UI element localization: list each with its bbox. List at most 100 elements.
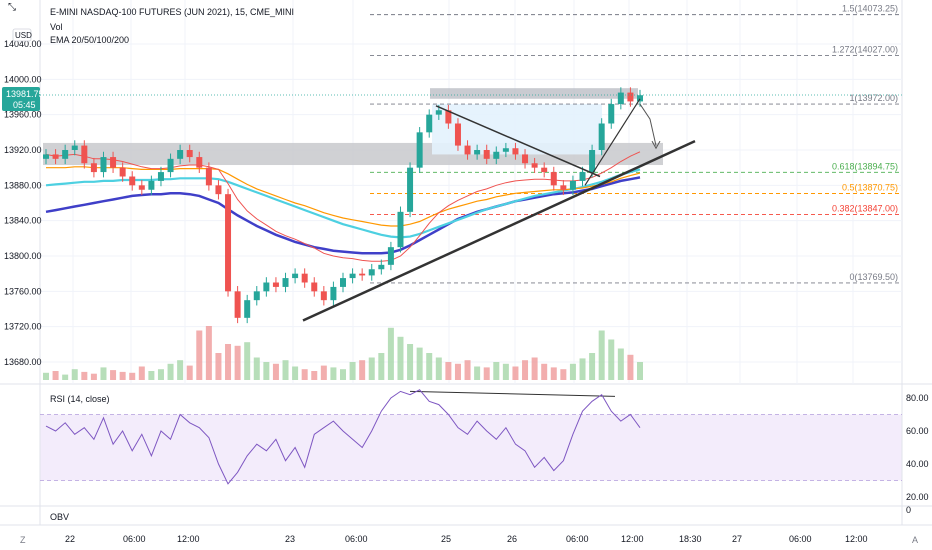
volume-bar — [502, 363, 509, 380]
time-tick-label: 12:00 — [845, 534, 868, 544]
candle-body[interactable] — [589, 150, 596, 173]
candle-body[interactable] — [397, 211, 404, 248]
candle-body[interactable] — [502, 148, 509, 152]
candle-body[interactable] — [186, 150, 193, 158]
candle-body[interactable] — [550, 172, 557, 186]
volume-bar — [368, 357, 375, 380]
candle-body[interactable] — [177, 150, 184, 159]
candle-body[interactable] — [205, 167, 212, 186]
candle-body[interactable] — [225, 194, 232, 292]
candle-body[interactable] — [598, 123, 605, 151]
rsi-tick-label: 40.00 — [906, 459, 929, 469]
candle-body[interactable] — [608, 104, 615, 124]
candle-body[interactable] — [129, 176, 136, 186]
candle-body[interactable] — [522, 154, 529, 164]
candle-body[interactable] — [119, 167, 126, 177]
candle-body[interactable] — [560, 185, 567, 190]
candle-body[interactable] — [90, 163, 97, 173]
rsi-indicator-label[interactable]: RSI (14, close) — [50, 394, 110, 404]
candle-body[interactable] — [512, 148, 519, 155]
legend[interactable]: ⤡ USD E-MINI NASDAQ-100 FUTURES (JUN 202… — [8, 2, 918, 545]
candle-body[interactable] — [301, 273, 308, 283]
price-tick-label: 13920.00 — [4, 145, 42, 155]
fib-retracement[interactable]: 1.5(14073.25) 1.272(14027.00) 1(13972.00) 0… — [370, 4, 902, 284]
volume-indicator-label[interactable]: Vol — [50, 22, 63, 32]
volume-bar — [205, 326, 212, 380]
currency-button[interactable] — [12, 28, 32, 42]
price-axis[interactable]: 14040.00 14000.00 13960.00 13920.00 13880.00… — [4, 39, 42, 367]
volume-bar — [474, 366, 481, 380]
candle-body[interactable] — [138, 185, 145, 190]
candle-body[interactable] — [340, 278, 346, 287]
candle-body[interactable] — [311, 282, 318, 292]
obv-indicator-label[interactable]: OBV — [50, 512, 69, 522]
candle-body[interactable] — [330, 286, 337, 301]
candle-body[interactable] — [71, 145, 78, 150]
candle-body[interactable] — [43, 154, 49, 159]
ema-indicator-label[interactable]: EMA 20/50/100/200 — [50, 35, 129, 45]
candle-body[interactable] — [167, 158, 174, 173]
rising-wedge-line[interactable] — [584, 98, 641, 186]
candle-body[interactable] — [81, 145, 88, 164]
candles[interactable] — [43, 87, 643, 324]
projection-arrow[interactable] — [639, 103, 657, 146]
candle-body[interactable] — [579, 172, 586, 181]
candle-body[interactable] — [234, 291, 241, 318]
candle-body[interactable] — [148, 180, 155, 190]
candle-body[interactable] — [617, 92, 624, 105]
candle-body[interactable] — [387, 247, 394, 265]
candle-body[interactable] — [569, 180, 576, 190]
ascending-trendline[interactable] — [302, 140, 696, 322]
candle-body[interactable] — [445, 110, 452, 124]
candle-body[interactable] — [416, 132, 423, 168]
candle-body[interactable] — [272, 282, 279, 287]
candle-body[interactable] — [474, 150, 481, 155]
auto-scale-button[interactable]: A — [912, 535, 918, 545]
candle-body[interactable] — [426, 114, 433, 133]
candle-body[interactable] — [110, 157, 117, 168]
volume-bar — [435, 357, 442, 380]
candle-body[interactable] — [407, 167, 414, 212]
candle-body[interactable] — [541, 167, 548, 173]
rsi-line[interactable] — [45, 389, 641, 485]
candle-body[interactable] — [62, 150, 69, 159]
candle-body[interactable] — [282, 278, 289, 287]
candle-body[interactable] — [378, 264, 385, 270]
candle-body[interactable] — [320, 291, 327, 301]
candle-body[interactable] — [627, 92, 634, 102]
rsi-divergence-line[interactable] — [409, 390, 616, 397]
candle-body[interactable] — [215, 185, 222, 195]
rsi-axis[interactable]: 80.00 60.00 40.00 20.00 — [906, 393, 929, 502]
candle-body[interactable] — [52, 154, 59, 159]
candle-body[interactable] — [464, 145, 471, 155]
candle-body[interactable] — [493, 151, 500, 159]
candle-body[interactable] — [368, 269, 375, 276]
chart-menu-icon[interactable]: ⤡ — [8, 2, 16, 13]
ema20-line — [45, 151, 641, 262]
candle-body[interactable] — [292, 273, 299, 279]
candle-body[interactable] — [263, 282, 270, 292]
resistance-zone-top[interactable] — [430, 88, 638, 99]
candle-body[interactable] — [244, 300, 251, 318]
descending-trendline[interactable] — [435, 105, 601, 178]
candle-body[interactable] — [253, 291, 260, 301]
price-tick-label: 13840.00 — [4, 216, 42, 226]
candle-body[interactable] — [196, 157, 203, 168]
candle-body[interactable] — [157, 172, 164, 181]
trend-drawings[interactable] — [302, 98, 696, 397]
candle-body[interactable] — [100, 157, 107, 173]
rsi-pane[interactable] — [40, 389, 902, 485]
candle-body[interactable] — [349, 273, 356, 279]
symbol-title[interactable]: E-MINI NASDAQ-100 FUTURES (JUN 2021), 15… — [50, 7, 294, 17]
time-axis[interactable]: 22 06:00 12:00 23 06:00 25 26 06:00 12:00 18:30 27… — [65, 534, 868, 544]
candle-body[interactable] — [483, 150, 490, 159]
candle-body[interactable] — [435, 110, 442, 115]
timezone-corner[interactable]: Z — [20, 535, 26, 545]
volume-bar — [522, 360, 529, 380]
candle-body[interactable] — [531, 163, 538, 168]
candle-body[interactable] — [637, 95, 643, 102]
price-tick-label: 13720.00 — [4, 322, 42, 332]
candle-body[interactable] — [359, 273, 366, 276]
candle-body[interactable] — [454, 123, 461, 146]
